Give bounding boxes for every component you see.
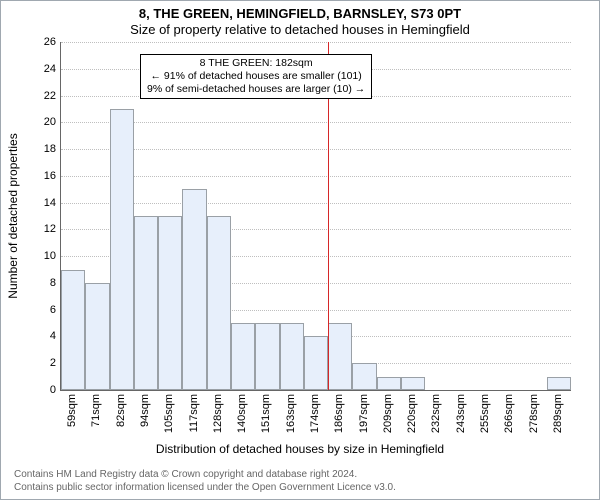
y-tick-label: 0: [26, 384, 56, 396]
x-tick-label: 82sqm: [115, 394, 127, 427]
x-tick-label: 186sqm: [333, 394, 345, 433]
footer-line2: Contains public sector information licen…: [14, 481, 396, 494]
x-tick-label: 163sqm: [285, 394, 297, 433]
gridline: [61, 42, 571, 43]
histogram-bar: [61, 270, 85, 390]
histogram-bar: [352, 363, 376, 390]
annotation-line: 8 THE GREEN: 182sqm: [147, 57, 365, 70]
x-tick-label: 209sqm: [382, 394, 394, 433]
footer-line1: Contains HM Land Registry data © Crown c…: [14, 468, 396, 481]
x-tick-label: 266sqm: [503, 394, 515, 433]
histogram-bar: [328, 323, 352, 390]
y-tick-label: 14: [26, 197, 56, 209]
y-tick-label: 20: [26, 116, 56, 128]
x-tick-label: 105sqm: [163, 394, 175, 433]
x-tick-label: 140sqm: [236, 394, 248, 433]
x-tick-label: 232sqm: [430, 394, 442, 433]
x-tick-label: 151sqm: [260, 394, 272, 433]
gridline: [61, 122, 571, 123]
histogram-bar: [207, 216, 231, 390]
y-tick-label: 12: [26, 223, 56, 235]
histogram-bar: [158, 216, 182, 390]
y-tick-label: 16: [26, 170, 56, 182]
x-axis-label: Distribution of detached houses by size …: [0, 442, 600, 456]
chart-subtitle: Size of property relative to detached ho…: [0, 22, 600, 37]
annotation-box: 8 THE GREEN: 182sqm← 91% of detached hou…: [140, 54, 372, 99]
x-tick-label: 71sqm: [90, 394, 102, 427]
x-tick-label: 59sqm: [66, 394, 78, 427]
x-tick-label: 128sqm: [212, 394, 224, 433]
x-tick-label: 220sqm: [406, 394, 418, 433]
histogram-bar: [110, 109, 134, 390]
histogram-bar: [182, 189, 206, 390]
histogram-bar: [547, 377, 571, 390]
y-tick-label: 2: [26, 357, 56, 369]
annotation-line: 9% of semi-detached houses are larger (1…: [147, 83, 365, 96]
y-tick-label: 10: [26, 250, 56, 262]
footer-attribution: Contains HM Land Registry data © Crown c…: [14, 468, 396, 494]
x-tick-label: 174sqm: [309, 394, 321, 433]
gridline: [61, 203, 571, 204]
histogram-bar: [85, 283, 109, 390]
y-tick-label: 18: [26, 143, 56, 155]
histogram-bar: [280, 323, 304, 390]
y-tick-label: 26: [26, 36, 56, 48]
histogram-bar: [255, 323, 279, 390]
annotation-line: ← 91% of detached houses are smaller (10…: [147, 70, 365, 83]
y-axis-label: Number of detached properties: [6, 133, 20, 298]
histogram-bar: [231, 323, 255, 390]
y-tick-label: 6: [26, 304, 56, 316]
x-tick-label: 94sqm: [139, 394, 151, 427]
x-tick-label: 197sqm: [358, 394, 370, 433]
y-tick-label: 22: [26, 90, 56, 102]
y-tick-label: 8: [26, 277, 56, 289]
x-tick-label: 243sqm: [455, 394, 467, 433]
chart-title: 8, THE GREEN, HEMINGFIELD, BARNSLEY, S73…: [0, 6, 600, 21]
histogram-bar: [304, 336, 328, 390]
x-tick-label: 255sqm: [479, 394, 491, 433]
histogram-bar: [134, 216, 158, 390]
x-tick-label: 117sqm: [188, 394, 200, 432]
y-tick-label: 4: [26, 330, 56, 342]
x-tick-label: 289sqm: [552, 394, 564, 433]
histogram-bar: [401, 377, 425, 390]
gridline: [61, 176, 571, 177]
gridline: [61, 149, 571, 150]
histogram-bar: [377, 377, 401, 390]
x-tick-label: 278sqm: [528, 394, 540, 433]
y-tick-label: 24: [26, 63, 56, 75]
